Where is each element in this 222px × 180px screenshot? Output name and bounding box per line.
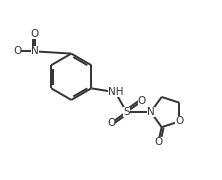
Text: S: S xyxy=(123,107,130,117)
Text: O: O xyxy=(13,46,21,56)
Text: NH: NH xyxy=(108,87,123,97)
Text: O: O xyxy=(154,136,163,147)
Text: N: N xyxy=(31,46,39,56)
Text: O: O xyxy=(138,96,146,106)
Text: O: O xyxy=(31,29,39,39)
Text: O: O xyxy=(175,116,184,126)
Text: N: N xyxy=(147,107,155,117)
Text: O: O xyxy=(107,118,115,128)
